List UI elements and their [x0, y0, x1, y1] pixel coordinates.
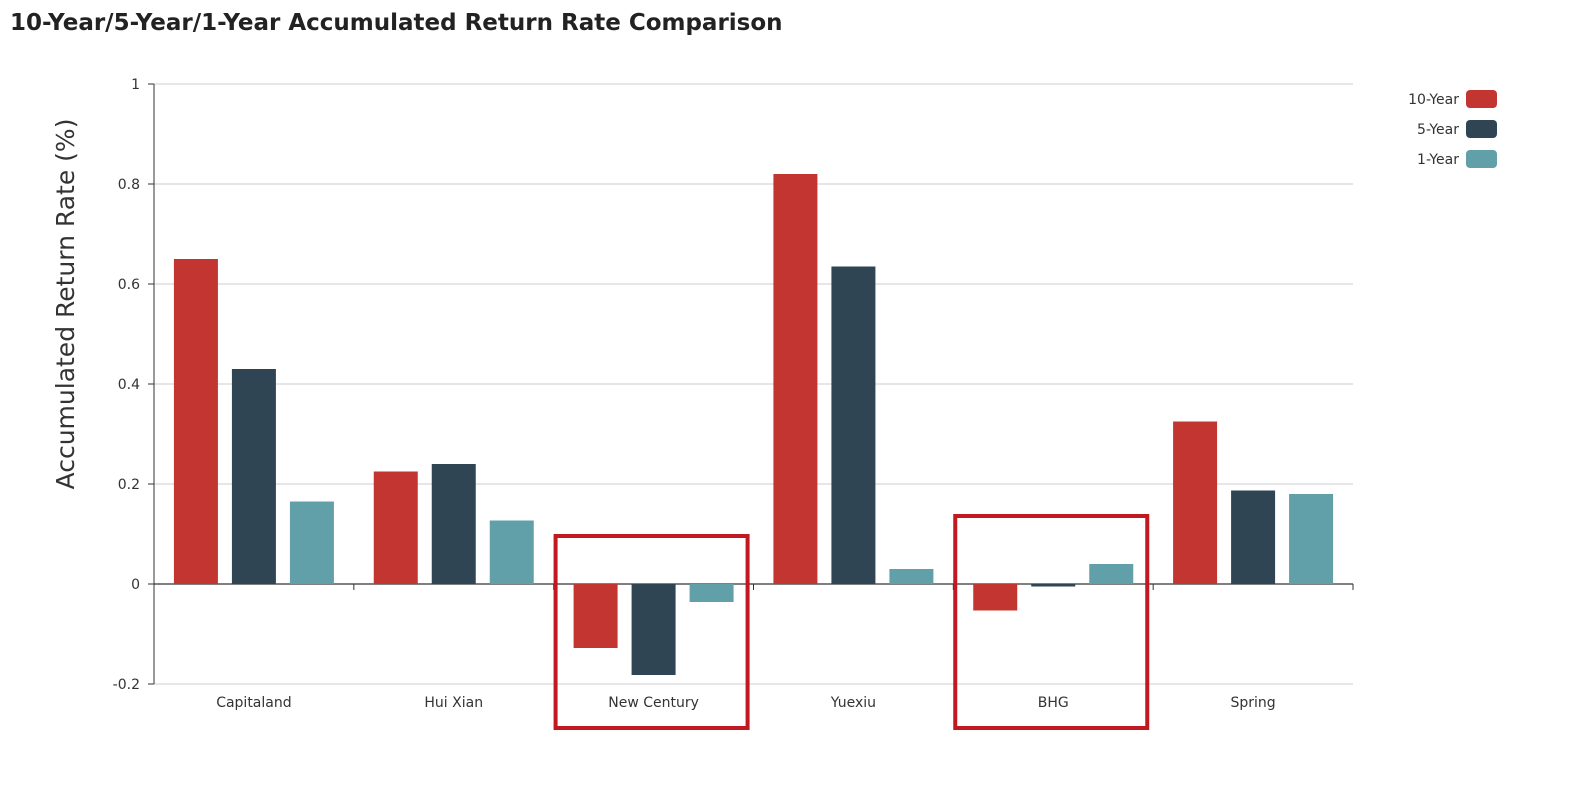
legend-label: 1-Year	[1417, 152, 1459, 168]
bar-10-year-yuexiu	[773, 174, 818, 584]
highlight-boxes	[553, 514, 1150, 730]
bar-1-year-yuexiu	[889, 569, 934, 584]
y-tick-label: -0.2	[113, 677, 140, 693]
x-tick-label: New Century	[608, 695, 699, 711]
tick-labels: -0.2 0 0.2 0.4 0.6 0.8 1 Capitaland Hui Xian New …	[113, 77, 1276, 711]
x-tick-label: Yuexiu	[830, 695, 876, 711]
y-axis-title: Accumulated Return Rate (%)	[51, 119, 80, 490]
bar-1-year-new-century	[689, 584, 734, 602]
x-tick-label: Hui Xian	[424, 695, 483, 711]
legend-swatch	[1466, 90, 1497, 108]
bar-10-year-bhg	[973, 584, 1018, 611]
legend-swatch	[1466, 150, 1497, 168]
y-tick-label: 1	[131, 77, 140, 93]
legend-swatch	[1466, 120, 1497, 138]
legend: 10-Year 5-Year 1-Year	[1408, 90, 1497, 168]
bar-10-year-new-century	[573, 584, 618, 648]
bar-5-year-yuexiu	[831, 266, 876, 584]
bar-5-year-bhg	[1031, 584, 1076, 587]
highlight-box-new-century	[553, 534, 750, 730]
bar-5-year-spring	[1231, 490, 1276, 584]
bar-5-year-hui-xian	[431, 464, 476, 584]
bar-1-year-hui-xian	[489, 520, 534, 584]
legend-label: 5-Year	[1417, 122, 1459, 138]
y-tick-label: 0.4	[118, 377, 140, 393]
chart-title: 10-Year/5-Year/1-Year Accumulated Return…	[10, 10, 783, 36]
x-tick-label: BHG	[1038, 695, 1069, 711]
y-tick-label: 0.8	[118, 177, 140, 193]
y-tick-label: 0	[131, 577, 140, 593]
bar-1-year-spring	[1289, 494, 1334, 584]
bar-5-year-capitaland	[231, 369, 276, 584]
bar-10-year-capitaland	[173, 259, 218, 584]
y-tick-label: 0.2	[118, 477, 140, 493]
legend-label: 10-Year	[1408, 92, 1459, 108]
bar-5-year-new-century	[631, 584, 676, 675]
bar-1-year-capitaland	[289, 501, 334, 584]
bar-10-year-hui-xian	[373, 471, 418, 584]
bars	[173, 174, 1334, 675]
x-tick-label: Spring	[1230, 695, 1275, 711]
highlight-box-bhg	[953, 514, 1150, 730]
bar-10-year-spring	[1173, 421, 1218, 584]
bar-1-year-bhg	[1089, 564, 1134, 584]
y-tick-label: 0.6	[118, 277, 140, 293]
gridlines	[154, 83, 1353, 685]
x-tick-label: Capitaland	[216, 695, 291, 711]
